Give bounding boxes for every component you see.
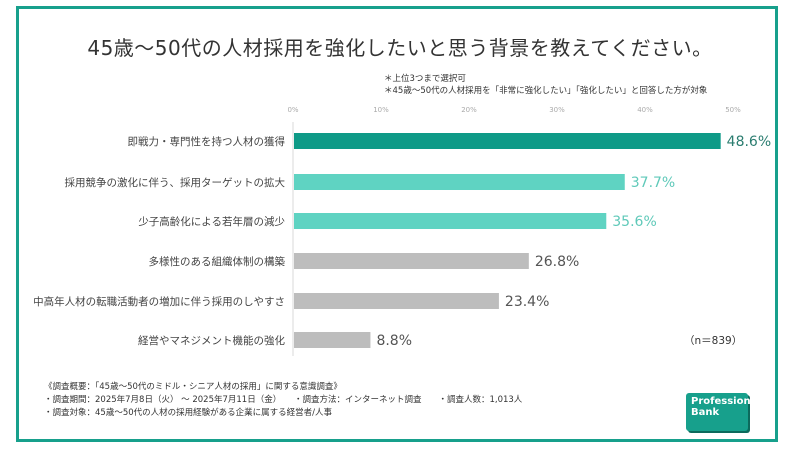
x-tick-label: 30%	[549, 106, 565, 114]
x-tick-label: 50%	[725, 106, 741, 114]
bar	[294, 253, 529, 269]
category-label: 少子高齢化による若年層の減少	[138, 215, 285, 228]
x-tick-label: 0%	[287, 106, 298, 114]
value-label: 37.7%	[631, 175, 675, 191]
value-label: 8.8%	[376, 333, 412, 349]
bar	[294, 133, 721, 149]
footer-target: ・調査対象：45歳～50代の人材の採用経験がある企業に属する経営者/人事	[44, 408, 332, 418]
bar	[294, 293, 499, 309]
category-label: 採用競争の激化に伴う、採用ターゲットの拡大	[65, 176, 286, 189]
note-target: ＊45歳～50代の人材採用を「非常に強化したい」「強化したい」と回答した方が対象	[384, 86, 708, 96]
category-label: 即戦力・専門性を持つ人材の獲得	[128, 135, 286, 148]
professional-bank-logo: Professional Bank	[686, 393, 761, 431]
chart-title: 45歳～50代の人材採用を強化したいと思う背景を教えてください。	[87, 36, 713, 60]
category-label: 多様性のある組織体制の構築	[149, 255, 286, 268]
bar	[294, 213, 607, 229]
sample-size: （n＝839）	[684, 335, 743, 347]
x-tick-label: 10%	[373, 106, 389, 114]
frame	[16, 6, 778, 442]
footer-summary: 《調査概要：「45歳～50代のミドル・シニア人材の採用」に関する意識調査》	[44, 382, 342, 392]
x-tick-label: 40%	[637, 106, 653, 114]
bar	[294, 174, 625, 190]
value-label: 48.6%	[727, 134, 771, 150]
category-label: 経営やマネジメント機能の強化	[138, 334, 285, 347]
x-tick-label: 20%	[461, 106, 477, 114]
bar	[294, 332, 371, 348]
logo-line-2: Bank	[691, 407, 720, 418]
value-label: 26.8%	[535, 254, 579, 270]
footer-period: ・調査期間：2025年7月8日（火） ～ 2025年7月11日（金） ・調査方法…	[44, 395, 523, 405]
value-label: 23.4%	[505, 294, 549, 310]
category-label: 中高年人材の転職活動者の増加に伴う採用のしやすさ	[33, 295, 285, 308]
logo-line-1: Professional	[691, 396, 761, 407]
value-label: 35.6%	[612, 214, 656, 230]
note-selection: ＊上位3つまで選択可	[384, 74, 466, 84]
